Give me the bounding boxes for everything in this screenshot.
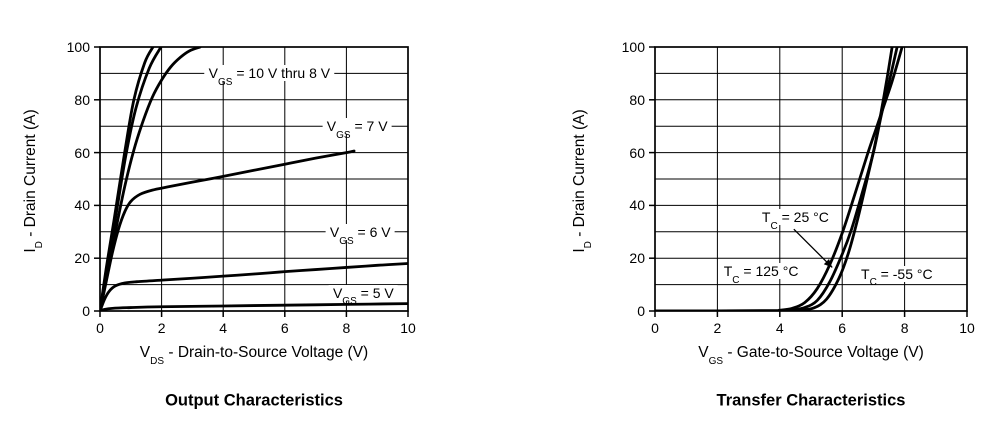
plot-border — [99, 46, 409, 312]
output-chart-title: Output Characteristics — [165, 391, 343, 410]
y-tick-label: 40 — [74, 197, 90, 214]
curve-label: VGS = 7 V — [322, 118, 392, 140]
y-tick-label: 0 — [637, 303, 645, 319]
transfer-characteristics-chart: 0 2 4 6 8 10 0 20 40 60 80 100 TC = 25 °C TC = 125 °C… — [503, 0, 1007, 434]
x-tick-label: 6 — [838, 320, 847, 336]
x-tick-label: 0 — [651, 320, 659, 336]
x-tick-label: 0 — [96, 320, 104, 336]
transfer-x-axis-title: VGS - Gate-to-Source Voltage (V) — [698, 344, 924, 367]
x-tick-label: 2 — [713, 320, 722, 336]
y-title-symbol: I — [22, 248, 39, 253]
x-title-text: - Gate-to-Source Voltage (V) — [723, 344, 924, 361]
x-title-subscript: DS — [150, 356, 165, 368]
y-tick-label: 100 — [621, 39, 645, 55]
x-tick-label: 4 — [775, 320, 784, 336]
curve-label: VGS = 10 V thru 8 V — [204, 65, 335, 88]
output-characteristics-chart: 0 2 4 6 8 10 0 20 40 60 80 100 VGS = 10 V thru 8 V VG… — [0, 0, 503, 434]
curve-vgs-8-v — [99, 46, 202, 312]
transfer-labels-overlay: 0 2 4 6 8 10 0 20 40 60 80 100 TC = 25 °C TC = 125 °C… — [503, 0, 1007, 434]
annotation-arrow-line — [793, 228, 833, 268]
plot-border — [654, 46, 968, 312]
y-tick-label: 20 — [629, 250, 645, 267]
curve-label: TC = 25 °C — [757, 209, 833, 232]
transfer-chart-title: Transfer Characteristics — [716, 391, 906, 410]
curve-vgs-5-v — [99, 302, 409, 312]
x-title-text: - Drain-to-Source Voltage (V) — [164, 344, 369, 361]
curve-vgs-9-v — [99, 46, 163, 312]
y-tick-label: 40 — [629, 197, 645, 214]
y-tick-label: 80 — [74, 91, 90, 108]
y-tick-label: 100 — [66, 39, 90, 55]
y-title-subscript: D — [583, 241, 595, 249]
transfer-plot-canvas — [649, 46, 968, 317]
curve-label: VGS = 5 V — [328, 284, 398, 307]
x-title-subscript: GS — [708, 356, 724, 368]
curve-label: TC = -55 °C — [857, 265, 937, 288]
y-title-text: - Drain Current (A) — [22, 109, 39, 242]
curve-label: VGS = 6 V — [325, 223, 395, 246]
x-tick-label: 10 — [400, 320, 416, 336]
x-title-symbol: V — [139, 344, 151, 361]
y-title-symbol: I — [571, 248, 588, 253]
y-tick-label: 0 — [82, 303, 90, 319]
y-tick-label: 80 — [629, 91, 645, 108]
curve-vgs-7-v — [99, 149, 356, 312]
x-tick-label: 4 — [219, 320, 228, 336]
y-tick-label: 60 — [74, 144, 90, 161]
x-tick-label: 8 — [342, 320, 351, 336]
y-tick-label: 60 — [629, 144, 645, 161]
transfer-y-axis-title: ID - Drain Current (A) — [571, 109, 594, 253]
x-title-symbol: V — [698, 344, 709, 361]
annotation-arrow-head — [823, 259, 833, 268]
x-tick-label: 10 — [959, 320, 975, 336]
y-title-subscript: D — [34, 241, 46, 249]
x-tick-label: 6 — [280, 320, 289, 336]
output-x-axis-title: VDS - Drain-to-Source Voltage (V) — [139, 344, 369, 367]
x-tick-label: 8 — [900, 320, 909, 336]
output-y-axis-title: ID - Drain Current (A) — [22, 109, 45, 253]
x-tick-label: 2 — [157, 320, 166, 336]
curve-label: TC = 125 °C — [719, 263, 803, 286]
curve-vgs-6-v — [99, 262, 409, 312]
y-tick-label: 20 — [74, 250, 90, 267]
output-labels-overlay: 0 2 4 6 8 10 0 20 40 60 80 100 VGS = 10 V thru 8 V VG… — [0, 0, 503, 434]
y-title-text: - Drain Current (A) — [571, 109, 588, 242]
